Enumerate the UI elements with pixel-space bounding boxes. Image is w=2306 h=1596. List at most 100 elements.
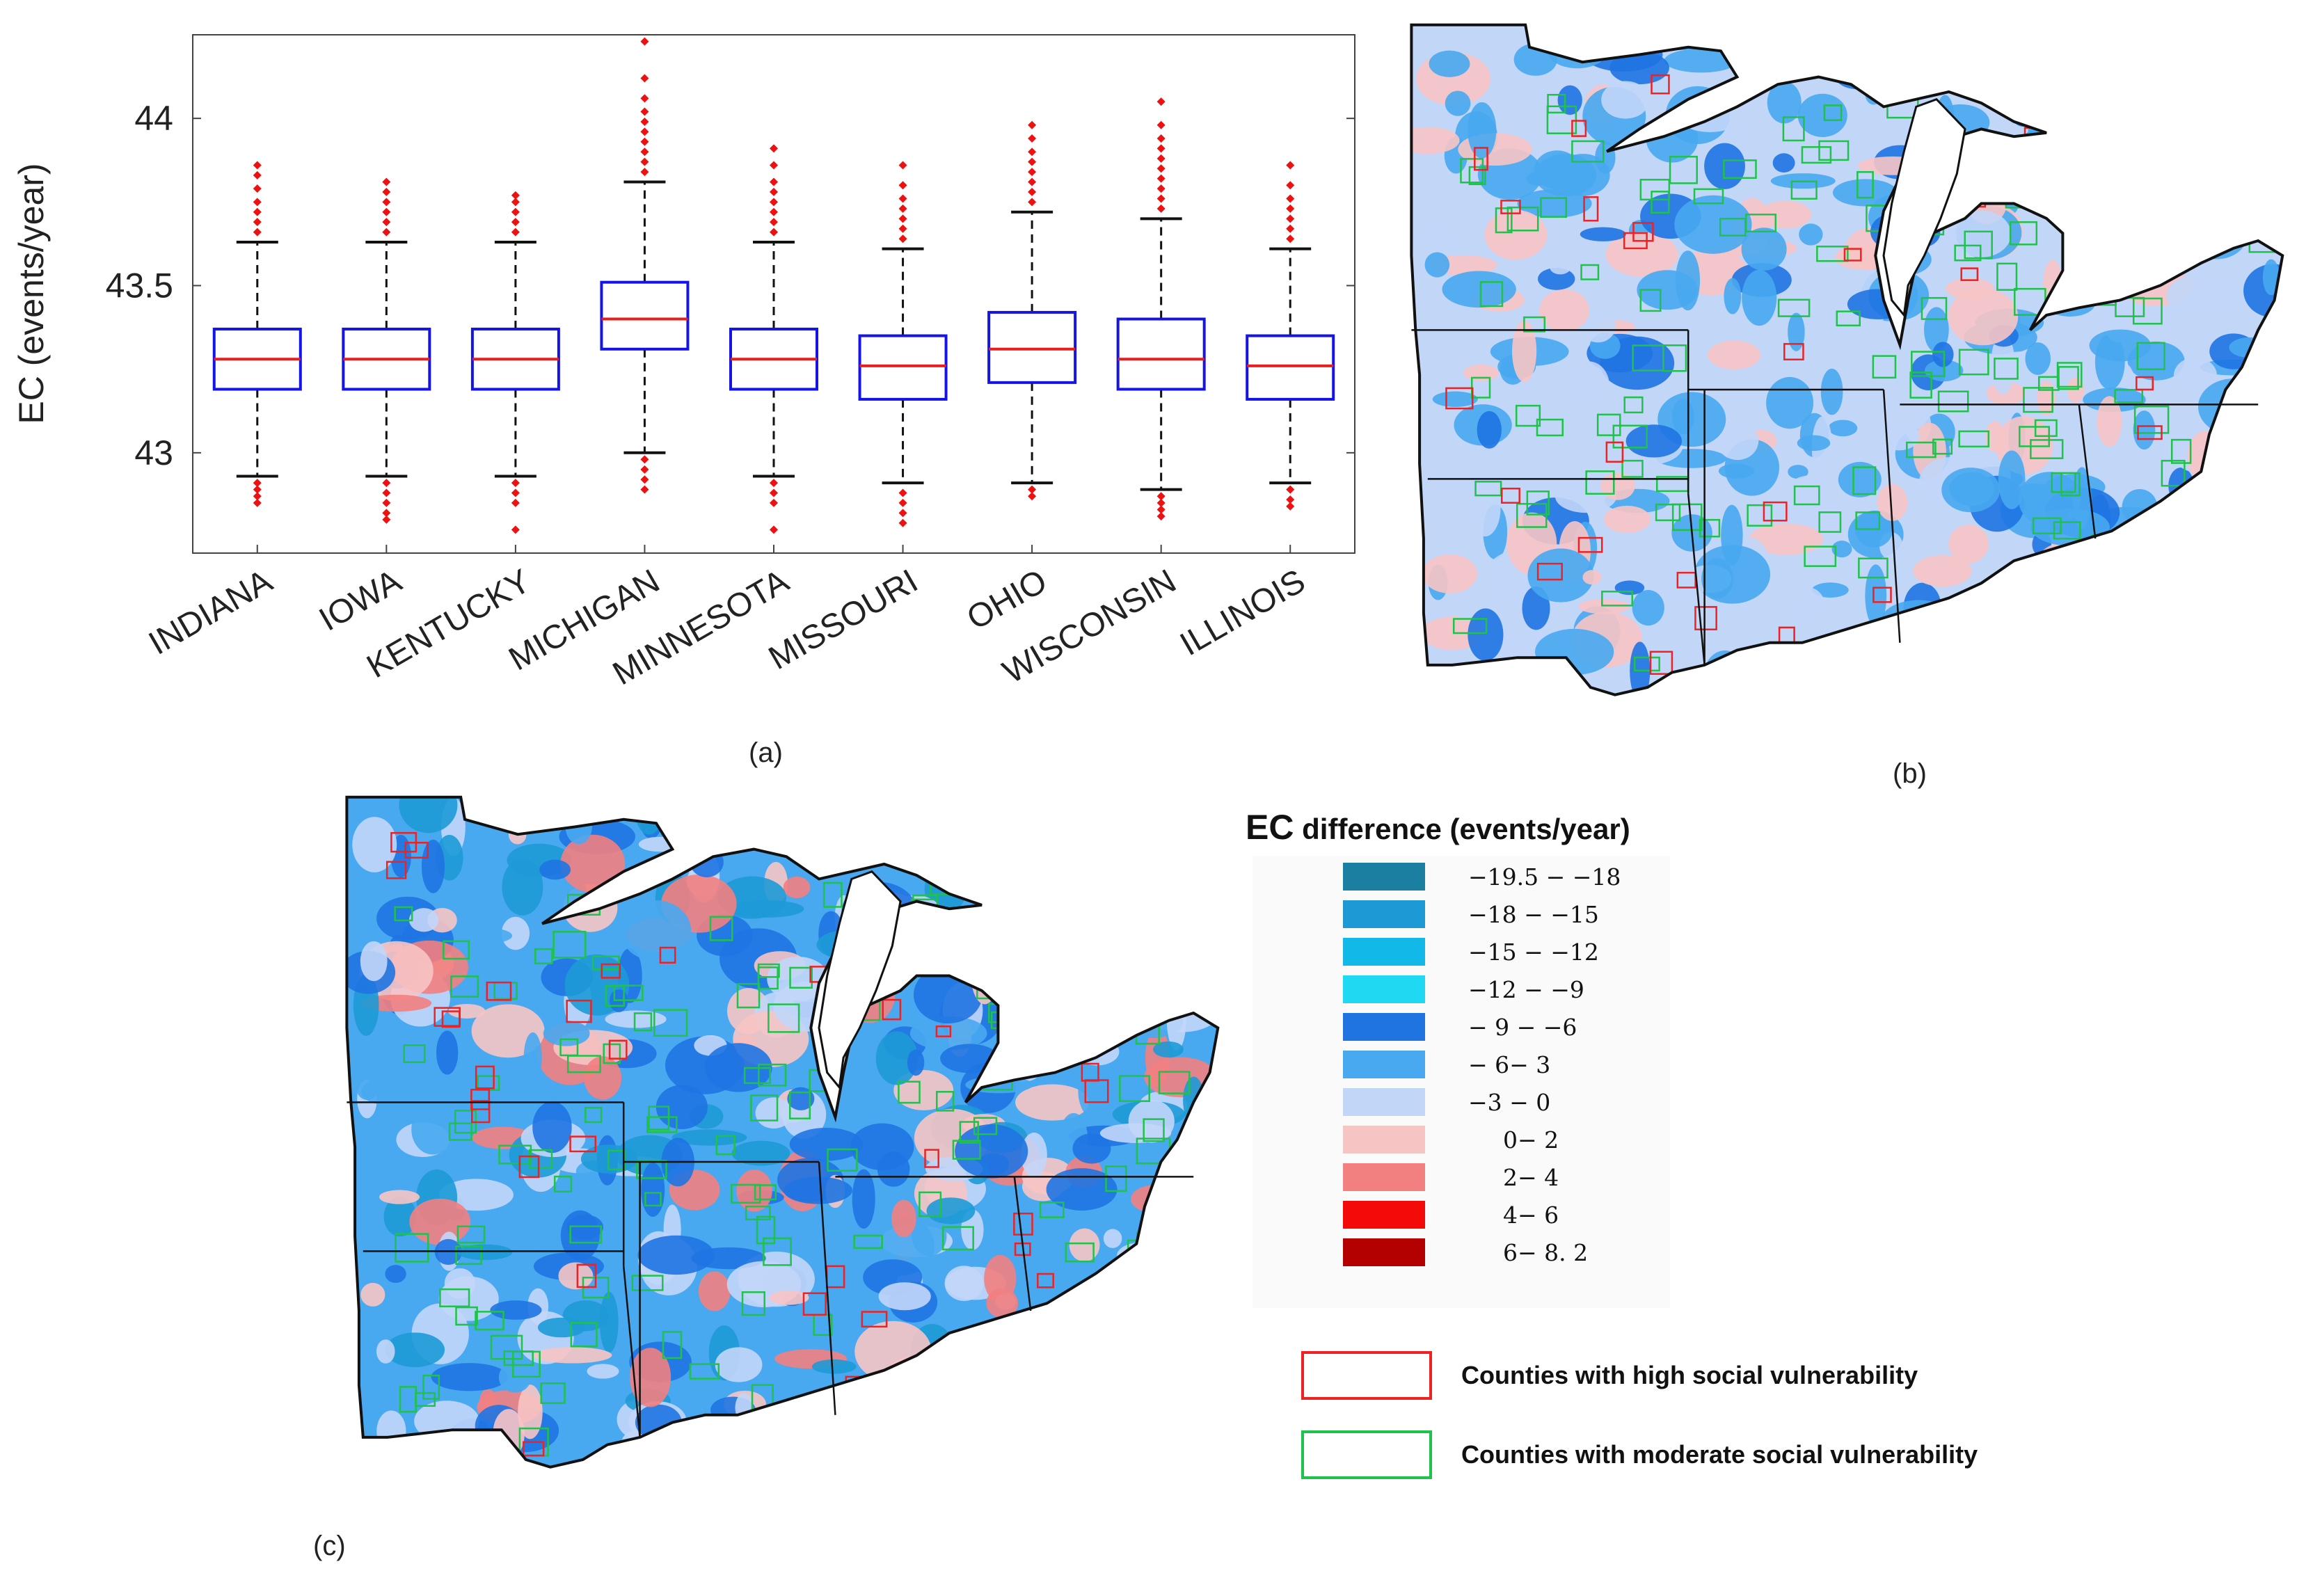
box-michigan — [600, 37, 690, 494]
high-vulnerability-county — [980, 1370, 999, 1388]
ec-region — [813, 811, 884, 835]
moderate-vulnerability-county — [633, 1012, 653, 1032]
outlier-point — [640, 74, 649, 83]
outlier-point — [640, 465, 649, 474]
outlier-point — [253, 161, 262, 170]
moderate-vulnerability-county — [1816, 246, 1849, 262]
ec-region — [599, 1291, 619, 1353]
moderate-vulnerability-county — [456, 1225, 486, 1244]
ec-region — [2140, 79, 2163, 120]
map-c-region — [347, 797, 1218, 1467]
moderate-vulnerability-county — [961, 1370, 980, 1389]
ec-region — [2060, 598, 2117, 619]
legend-item: − 6− 3 — [1343, 1049, 1550, 1080]
ec-region — [1005, 1434, 1031, 1461]
ec-region — [1010, 923, 1048, 955]
outlier-point — [253, 479, 262, 488]
moderate-vulnerability-county — [1536, 418, 1564, 437]
ec-region — [1468, 102, 1497, 159]
high-vulnerability-county — [924, 1149, 939, 1168]
ec-region — [823, 797, 857, 834]
ec-region — [2133, 666, 2190, 683]
outlier-point — [640, 107, 649, 116]
boxes — [212, 37, 1335, 534]
ec-region — [539, 859, 571, 880]
high-vulnerability-county — [1694, 606, 1717, 630]
ec-region — [1964, 634, 2044, 683]
ec-region — [1580, 227, 1626, 241]
high-vulnerability-county — [2037, 631, 2068, 657]
ec-region — [457, 1244, 513, 1261]
high-vulnerability-county — [1147, 1426, 1172, 1448]
ec-region — [715, 1347, 763, 1382]
ec-region — [2211, 139, 2241, 176]
ec-region — [1184, 1241, 1207, 1304]
high-vulnerability-county — [2081, 632, 2110, 657]
high-vulnerability-county — [2097, 601, 2117, 619]
high-vulnerability-county — [989, 1332, 1018, 1357]
moderate-vulnerability-county — [756, 1215, 776, 1245]
ec-region — [973, 850, 1028, 868]
outlier-point — [1156, 184, 1166, 193]
ec-region — [2068, 210, 2104, 264]
high-vulnerability-county — [2191, 556, 2220, 580]
ec-region — [1831, 541, 1852, 558]
legend-title: EC difference (events/year) — [1246, 807, 1630, 847]
ec-region — [1909, 660, 1987, 695]
ec-region — [1143, 1305, 1194, 1350]
ec-region — [1772, 153, 1795, 173]
legend-label: − 6− 3 — [1468, 1051, 1551, 1078]
moderate-vulnerability-county — [1143, 1118, 1165, 1142]
moderate-vulnerability-county — [788, 1091, 811, 1119]
ec-region — [1703, 650, 1747, 695]
high-vulnerability-county — [2013, 619, 2029, 634]
ec-region — [1954, 639, 1995, 660]
ec-region — [1463, 364, 1499, 382]
outlier-point — [1028, 134, 1037, 143]
outlier-point — [898, 181, 907, 190]
ec-region — [2170, 508, 2227, 556]
ec-region — [1484, 209, 1548, 260]
ec-region — [383, 1197, 417, 1237]
ec-region — [1767, 81, 1802, 124]
ec-region — [2219, 161, 2283, 223]
moderate-vulnerability-county — [757, 963, 780, 978]
ec-region — [902, 1382, 957, 1424]
outlier-point — [382, 187, 391, 196]
ec-region — [1063, 1422, 1087, 1452]
legend-swatch — [1343, 1238, 1425, 1266]
moderate-vulnerability-county — [1515, 404, 1541, 427]
moderate-vulnerability-county — [636, 1160, 667, 1179]
ec-region — [790, 1419, 865, 1453]
high-vulnerability-county — [601, 963, 621, 979]
ec-region — [784, 805, 818, 827]
ec-region — [930, 929, 995, 980]
moderate-vulnerability-county — [2137, 584, 2168, 603]
ec-region — [989, 1408, 1032, 1449]
high-vulnerability-county — [2063, 636, 2090, 649]
x-tick-label: OHIO — [961, 563, 1053, 637]
high-vulnerability-county — [802, 1292, 827, 1316]
moderate-vulnerability-county — [2043, 648, 2077, 669]
outlier-point — [640, 157, 649, 166]
outlier-point — [253, 218, 262, 227]
moderate-vulnerability-county — [2056, 362, 2083, 388]
high-vulnerability-county — [1129, 1420, 1158, 1435]
ec-region — [731, 1140, 790, 1166]
ec-region — [2172, 583, 2205, 614]
moderate-vulnerability-county — [822, 881, 843, 908]
ec-region — [1788, 465, 1808, 479]
outlier-point — [511, 479, 520, 488]
legend-moderate-vulnerability: Counties with moderate social vulnerabil… — [1301, 1430, 1978, 1479]
moderate-vulnerability-county — [971, 932, 1002, 955]
ec-region — [2185, 211, 2248, 260]
ec-region — [411, 1104, 454, 1155]
high-vulnerability-county — [2101, 660, 2132, 678]
moderate-vulnerability-county — [743, 1067, 771, 1085]
outlier-point — [511, 488, 520, 497]
moderate-vulnerability-county — [758, 1063, 787, 1087]
high-vulnerability-county — [1571, 120, 1587, 137]
ec-region — [1160, 1304, 1201, 1332]
high-vulnerability-county — [991, 1327, 1010, 1352]
ec-region — [1797, 435, 1831, 452]
